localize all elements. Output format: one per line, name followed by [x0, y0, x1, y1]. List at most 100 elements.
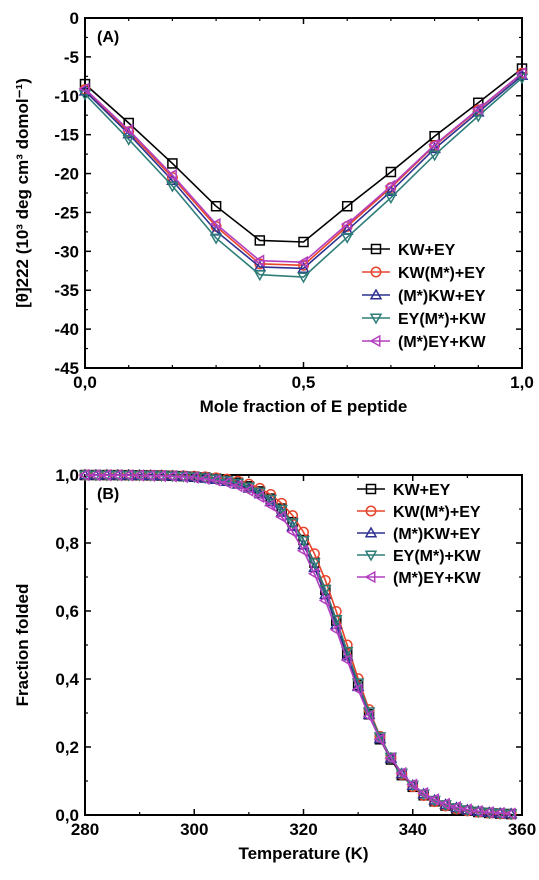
series-4 [78, 73, 529, 284]
y-tick-label: -30 [54, 242, 79, 261]
data-point [209, 233, 223, 245]
data-point [384, 193, 398, 205]
data-point [297, 272, 310, 284]
data-point [298, 236, 309, 248]
y-tick-label: 0,4 [55, 670, 79, 689]
legend-entry-label: KW(M*)+EY [393, 504, 481, 521]
data-point [78, 468, 90, 482]
x-tick-label: 280 [71, 820, 99, 839]
y-axis-title: Fraction folded [13, 584, 32, 707]
x-tick-label: 340 [399, 820, 427, 839]
series-2 [79, 67, 528, 271]
y-tick-label: -15 [54, 126, 79, 145]
data-point [242, 482, 256, 494]
legend: KW+EY KW(M*)+EY (M*)KW+EY EY(M*)+KW (M*)EY+K… [357, 482, 481, 587]
data-point [384, 752, 398, 764]
legend-marker [364, 526, 378, 538]
data-point [296, 255, 308, 269]
legend-marker [364, 550, 378, 562]
y-tick-label: -35 [54, 281, 79, 300]
legend-entry-label: (M*)EY+KW [393, 570, 481, 587]
legend-marker [365, 505, 377, 517]
x-tick-label: 0,0 [73, 373, 97, 392]
data-point [275, 510, 287, 524]
data-point [122, 469, 134, 482]
legend-marker [364, 570, 376, 584]
x-tick-label: 360 [508, 820, 536, 839]
data-point [154, 469, 166, 483]
data-point [341, 200, 353, 212]
data-point [297, 535, 310, 547]
data-point [340, 217, 352, 231]
x-axis-title: Temperature (K) [238, 844, 368, 863]
y-tick-label: 0,6 [55, 602, 79, 621]
y-tick-label: 0,8 [55, 534, 79, 553]
data-point [439, 797, 451, 811]
y-tick-label: -20 [54, 165, 79, 184]
data-point [395, 766, 407, 780]
data-point [167, 158, 178, 169]
data-point [144, 469, 156, 482]
data-point [111, 468, 123, 482]
data-point [253, 254, 265, 267]
data-point [122, 134, 135, 146]
data-point [319, 584, 332, 596]
y-tick-label: 0 [70, 9, 79, 28]
data-point [308, 558, 321, 570]
data-point [406, 778, 418, 791]
data-point [296, 544, 308, 558]
data-point [286, 525, 298, 539]
data-point [165, 168, 177, 182]
data-point [100, 468, 112, 482]
legend-entry-label: KW(M*)+EY [398, 265, 486, 282]
data-point [384, 179, 396, 193]
data-point [209, 217, 221, 231]
data-point [460, 803, 472, 816]
series-line [84, 74, 523, 270]
legend: KW+EY KW(M*)+EY (M*)KW+EY EY(M*)+KW (M*)EY+K… [362, 242, 486, 351]
data-point [220, 476, 232, 490]
panel-label: (B) [97, 486, 119, 503]
x-tick-label: 300 [180, 820, 208, 839]
data-point [89, 468, 101, 482]
legend-entry-label: KW+EY [398, 242, 456, 259]
data-point [428, 150, 441, 162]
data-point [264, 494, 278, 506]
legend-marker [370, 243, 382, 255]
data-point [78, 82, 90, 96]
data-point [307, 567, 319, 581]
legend-entry-label: EY(M*)+KW [398, 311, 486, 328]
x-axis-title: Mole fraction of E peptide [200, 397, 408, 416]
data-point [264, 499, 276, 512]
y-axis-title: [θ]222 (10³ deg cm³ domol⁻¹) [13, 78, 32, 308]
data-point [78, 89, 92, 101]
data-point [385, 166, 397, 178]
series-line [84, 77, 523, 278]
data-point [242, 484, 254, 497]
legend-entry-label: (M*)KW+EY [393, 526, 481, 543]
legend-marker [369, 334, 381, 348]
data-point [340, 653, 352, 667]
data-point [471, 804, 483, 818]
data-point [428, 138, 440, 152]
series-line [84, 72, 523, 264]
y-tick-label: 0,0 [55, 806, 79, 825]
data-point [395, 768, 409, 780]
y-tick-label: -25 [54, 203, 79, 222]
series-3 [78, 468, 518, 819]
data-point [482, 805, 494, 819]
data-point [340, 232, 354, 244]
data-point [166, 181, 179, 193]
series-5 [78, 468, 516, 820]
data-point [198, 472, 210, 486]
data-point [176, 470, 188, 484]
series-line [84, 72, 523, 267]
data-point [417, 786, 429, 800]
chart-panel-b: 0,0 0,2 0,4 0,6 0,8 1,0 280 300 320 340 360 Tempera… [13, 466, 536, 863]
legend-marker [369, 313, 383, 325]
data-point [231, 479, 243, 493]
legend-marker [365, 483, 377, 495]
data-point [329, 615, 343, 627]
legend-marker [370, 266, 382, 278]
